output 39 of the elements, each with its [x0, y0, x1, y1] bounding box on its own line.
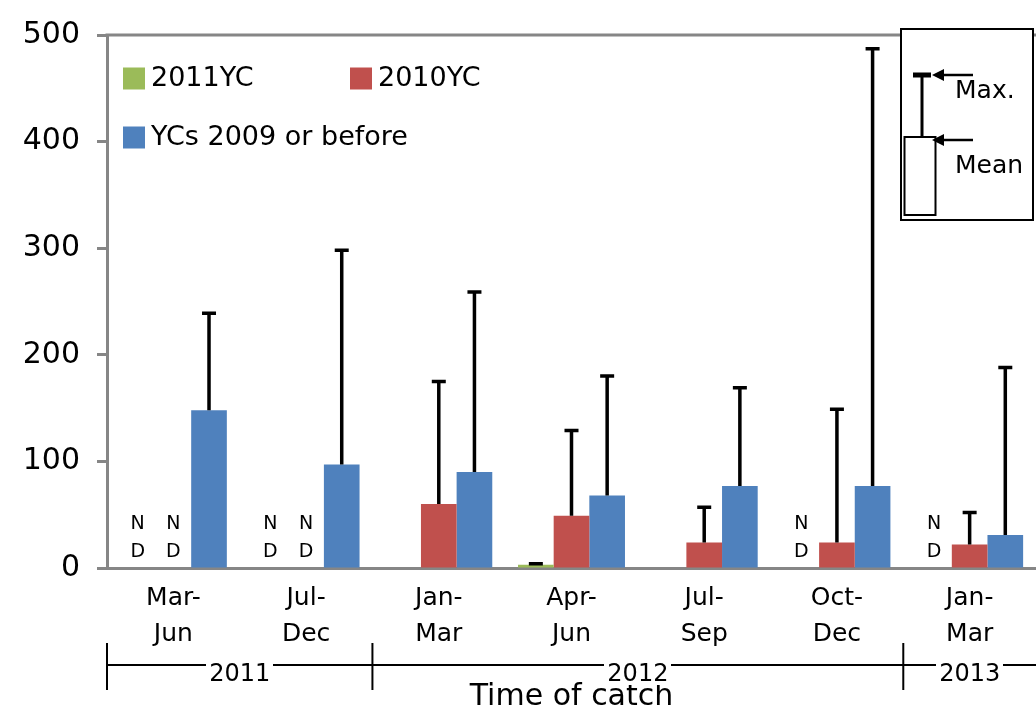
bar: [553, 515, 590, 568]
bar: [819, 542, 855, 568]
x-tick-label: Jul- Dec: [281, 581, 331, 647]
legend-label: 2010YC: [378, 60, 481, 92]
annotation: Max.: [955, 74, 1015, 104]
y-tick-label: 200: [22, 334, 80, 370]
bar: [722, 485, 758, 568]
x-tick-label: Mar- Jun: [146, 581, 201, 647]
bar: [854, 485, 891, 568]
legend-label: YCs 2009 or before: [150, 119, 408, 151]
bar: [323, 464, 360, 568]
x-tick-label: Apr- Jun: [546, 581, 597, 647]
x-tick-label: Jan- Mar: [413, 581, 464, 647]
y-tick-label: 500: [22, 14, 80, 50]
annotation: Mean: [955, 149, 1024, 179]
y-tick-label: 400: [22, 121, 80, 157]
bar: [987, 534, 1024, 568]
text: N D: [166, 510, 181, 561]
bar: [191, 410, 227, 568]
x-tick-label: Oct- Dec: [810, 581, 864, 647]
text: N D: [130, 510, 146, 561]
text: 2011: [206, 659, 274, 687]
text: N D: [926, 510, 942, 561]
y-tick-label: 100: [22, 441, 80, 477]
bar: [456, 472, 493, 568]
x-tick-label: Jan- Mar: [943, 581, 994, 647]
text: 2013: [936, 659, 1004, 687]
text: N D: [263, 510, 278, 561]
bar: [589, 495, 625, 568]
bar: [420, 504, 457, 568]
x-tick-label: Jul- Sep: [680, 581, 728, 647]
legend-label: 2011YC: [151, 60, 254, 92]
bar: [686, 542, 723, 568]
bar: [518, 564, 554, 568]
text: N D: [298, 510, 314, 561]
y-tick-label: 0: [60, 547, 80, 583]
y-tick-label: 300: [22, 228, 80, 263]
bar: [951, 544, 988, 568]
text: N D: [793, 510, 809, 561]
